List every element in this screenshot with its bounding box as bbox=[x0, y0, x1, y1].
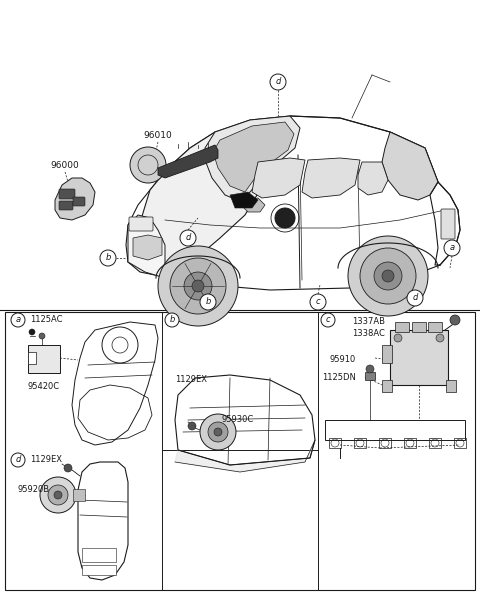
Polygon shape bbox=[128, 215, 165, 278]
Text: c: c bbox=[316, 297, 320, 306]
Bar bbox=[5, 312, 475, 590]
Text: 95420C: 95420C bbox=[28, 382, 60, 391]
Circle shape bbox=[374, 262, 402, 290]
Polygon shape bbox=[158, 145, 218, 178]
Text: 1129EX: 1129EX bbox=[175, 375, 207, 384]
Circle shape bbox=[39, 333, 45, 339]
Circle shape bbox=[360, 248, 416, 304]
FancyBboxPatch shape bbox=[59, 189, 75, 199]
Circle shape bbox=[310, 294, 326, 310]
Polygon shape bbox=[128, 132, 265, 275]
Text: b: b bbox=[105, 253, 111, 262]
Circle shape bbox=[348, 236, 428, 316]
Polygon shape bbox=[55, 178, 95, 220]
Circle shape bbox=[270, 74, 286, 90]
Bar bbox=[390, 330, 448, 385]
Text: b: b bbox=[169, 315, 175, 324]
Circle shape bbox=[275, 208, 295, 228]
Bar bbox=[428, 322, 442, 332]
Bar bbox=[382, 345, 392, 363]
Circle shape bbox=[100, 250, 116, 266]
Text: 1337AB: 1337AB bbox=[352, 318, 385, 327]
Circle shape bbox=[165, 313, 179, 327]
Bar bbox=[28, 345, 60, 373]
Bar bbox=[82, 548, 116, 562]
Bar bbox=[429, 438, 441, 448]
Bar bbox=[365, 372, 375, 380]
Text: 95920B: 95920B bbox=[18, 486, 50, 495]
Text: d: d bbox=[412, 293, 418, 303]
Circle shape bbox=[130, 147, 166, 183]
Circle shape bbox=[321, 313, 335, 327]
FancyBboxPatch shape bbox=[59, 201, 73, 210]
Text: 96010: 96010 bbox=[144, 131, 172, 140]
Circle shape bbox=[444, 240, 460, 256]
Circle shape bbox=[208, 422, 228, 442]
FancyBboxPatch shape bbox=[73, 197, 85, 206]
Bar bbox=[382, 380, 392, 392]
Text: d: d bbox=[185, 234, 191, 243]
FancyBboxPatch shape bbox=[441, 209, 455, 239]
Circle shape bbox=[366, 365, 374, 373]
Bar bbox=[446, 380, 456, 392]
Text: 95910: 95910 bbox=[330, 355, 356, 365]
Circle shape bbox=[29, 329, 35, 335]
Polygon shape bbox=[205, 116, 300, 202]
Circle shape bbox=[394, 334, 402, 342]
Polygon shape bbox=[230, 192, 258, 208]
Circle shape bbox=[192, 280, 204, 292]
Circle shape bbox=[450, 315, 460, 325]
Text: d: d bbox=[276, 77, 281, 86]
Bar bbox=[404, 438, 416, 448]
Circle shape bbox=[436, 334, 444, 342]
Circle shape bbox=[11, 453, 25, 467]
Circle shape bbox=[170, 258, 226, 314]
Text: 1129EX: 1129EX bbox=[30, 455, 62, 464]
Text: 95930C: 95930C bbox=[222, 415, 254, 424]
Text: 1125AC: 1125AC bbox=[30, 315, 62, 324]
Polygon shape bbox=[213, 122, 294, 192]
Bar bbox=[379, 438, 391, 448]
Bar bbox=[82, 565, 116, 575]
Text: 96000: 96000 bbox=[50, 161, 79, 170]
Text: b: b bbox=[205, 297, 211, 306]
Text: a: a bbox=[449, 244, 455, 253]
FancyBboxPatch shape bbox=[129, 217, 153, 231]
Polygon shape bbox=[126, 116, 460, 290]
Polygon shape bbox=[358, 162, 388, 195]
Bar bbox=[73, 489, 85, 501]
Circle shape bbox=[48, 485, 68, 505]
Bar bbox=[325, 420, 465, 440]
Circle shape bbox=[382, 270, 394, 282]
Circle shape bbox=[200, 294, 216, 310]
Bar bbox=[354, 438, 366, 448]
Text: c: c bbox=[326, 315, 330, 324]
Bar bbox=[412, 322, 426, 332]
Polygon shape bbox=[252, 158, 305, 198]
Circle shape bbox=[184, 272, 212, 300]
Bar bbox=[454, 438, 466, 448]
Polygon shape bbox=[242, 198, 265, 212]
Bar bbox=[329, 438, 341, 448]
Circle shape bbox=[200, 414, 236, 450]
Circle shape bbox=[188, 422, 196, 430]
Text: 1338AC: 1338AC bbox=[352, 330, 385, 339]
Circle shape bbox=[64, 464, 72, 472]
Polygon shape bbox=[302, 158, 360, 198]
Polygon shape bbox=[133, 235, 162, 260]
Circle shape bbox=[214, 428, 222, 436]
Polygon shape bbox=[382, 132, 438, 200]
Text: 1125DN: 1125DN bbox=[322, 374, 356, 383]
Circle shape bbox=[40, 477, 76, 513]
Circle shape bbox=[54, 491, 62, 499]
Circle shape bbox=[11, 313, 25, 327]
Circle shape bbox=[407, 290, 423, 306]
Text: d: d bbox=[15, 455, 21, 464]
Polygon shape bbox=[175, 440, 315, 472]
Circle shape bbox=[158, 246, 238, 326]
Bar bbox=[28, 352, 36, 364]
Text: a: a bbox=[15, 315, 21, 324]
Circle shape bbox=[180, 230, 196, 246]
Bar bbox=[395, 322, 409, 332]
